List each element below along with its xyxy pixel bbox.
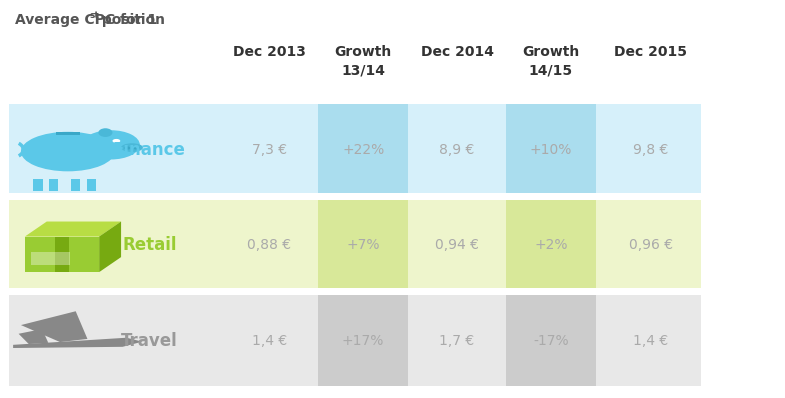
- Text: Growth
13/14: Growth 13/14: [334, 45, 392, 77]
- FancyBboxPatch shape: [318, 295, 408, 386]
- FancyBboxPatch shape: [9, 200, 702, 291]
- Circle shape: [133, 146, 140, 150]
- Polygon shape: [19, 329, 49, 344]
- Text: 1,4 €: 1,4 €: [633, 334, 668, 348]
- Bar: [31, 252, 70, 265]
- Text: 0,94 €: 0,94 €: [435, 238, 479, 252]
- Text: 7,3 €: 7,3 €: [252, 142, 287, 156]
- Ellipse shape: [21, 132, 115, 171]
- Text: Travel: Travel: [121, 332, 177, 350]
- Text: position: position: [97, 13, 165, 27]
- FancyBboxPatch shape: [506, 200, 596, 291]
- Bar: [55, 236, 69, 272]
- Circle shape: [112, 139, 120, 143]
- FancyBboxPatch shape: [9, 104, 702, 195]
- Text: +22%: +22%: [342, 142, 385, 156]
- Text: Retail: Retail: [122, 236, 177, 254]
- Ellipse shape: [98, 128, 112, 137]
- Text: +17%: +17%: [342, 334, 385, 348]
- Text: -17%: -17%: [533, 334, 568, 348]
- Bar: [71, 179, 80, 191]
- Text: 9,8 €: 9,8 €: [633, 142, 668, 156]
- FancyBboxPatch shape: [506, 295, 596, 386]
- Text: st: st: [89, 11, 100, 20]
- Polygon shape: [99, 222, 121, 272]
- Text: Growth
14/15: Growth 14/15: [522, 45, 579, 77]
- Text: 1,4 €: 1,4 €: [252, 334, 287, 348]
- FancyBboxPatch shape: [25, 236, 99, 272]
- FancyBboxPatch shape: [318, 104, 408, 195]
- FancyBboxPatch shape: [318, 200, 408, 291]
- Bar: [9, 193, 702, 197]
- Text: Dec 2015: Dec 2015: [614, 45, 687, 59]
- Text: Dec 2013: Dec 2013: [233, 45, 305, 59]
- Polygon shape: [21, 311, 87, 342]
- Ellipse shape: [121, 143, 143, 152]
- Text: Average CPC for 1: Average CPC for 1: [16, 13, 158, 27]
- FancyBboxPatch shape: [9, 295, 702, 386]
- Text: 0,88 €: 0,88 €: [247, 238, 291, 252]
- Circle shape: [124, 146, 130, 150]
- Text: +2%: +2%: [534, 238, 568, 252]
- Text: +7%: +7%: [346, 238, 380, 252]
- Bar: [57, 132, 79, 135]
- Bar: [86, 179, 96, 191]
- Bar: [34, 179, 43, 191]
- Text: 1,7 €: 1,7 €: [440, 334, 475, 348]
- FancyBboxPatch shape: [506, 104, 596, 195]
- Bar: [9, 288, 702, 293]
- Text: Dec 2014: Dec 2014: [421, 45, 494, 59]
- Text: 8,9 €: 8,9 €: [440, 142, 475, 156]
- Polygon shape: [13, 338, 142, 348]
- Bar: [49, 179, 59, 191]
- Text: Finance: Finance: [113, 140, 186, 158]
- Text: +10%: +10%: [530, 142, 572, 156]
- Text: 0,96 €: 0,96 €: [629, 238, 673, 252]
- Circle shape: [82, 130, 140, 160]
- Polygon shape: [25, 222, 121, 236]
